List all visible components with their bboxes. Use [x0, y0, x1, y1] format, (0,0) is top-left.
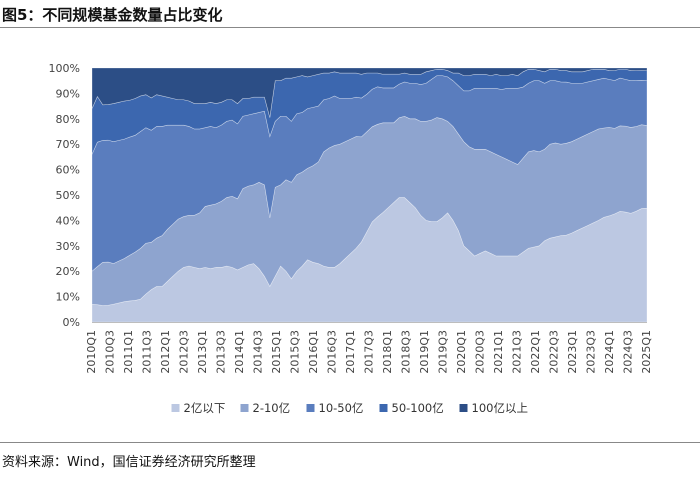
- legend-label-100: 100亿以上: [472, 401, 528, 415]
- legend-label-10-50: 10-50亿: [319, 401, 364, 415]
- title-divider: [0, 27, 700, 28]
- x-tick-label: 2016Q3: [326, 330, 339, 374]
- x-tick-label: 2018Q3: [400, 330, 413, 374]
- x-tick-label: 2019Q1: [418, 330, 431, 374]
- x-tick-label: 2021Q1: [492, 330, 505, 374]
- x-tick-label: 2018Q1: [381, 330, 394, 374]
- x-tick-label: 2024Q1: [603, 330, 616, 374]
- x-tick-label: 2013Q1: [196, 330, 209, 374]
- x-tick-label: 2012Q3: [178, 330, 191, 374]
- x-tick-label: 2015Q3: [289, 330, 302, 374]
- area-series-100: [91, 67, 648, 118]
- legend-swatch-50-100: [379, 404, 388, 412]
- x-tick-label: 2025Q1: [640, 330, 653, 374]
- y-tick-label: 100%: [49, 62, 80, 75]
- source-note: 资料来源：Wind，国信证券经济研究所整理: [2, 455, 256, 470]
- legend: 2亿以下 2-10亿 10-50亿 50-100亿 100亿以上: [171, 401, 528, 415]
- x-tick-label: 2017Q3: [363, 330, 376, 374]
- y-tick-label: 0%: [63, 316, 80, 329]
- footer-divider: [0, 442, 700, 443]
- x-tick-label: 2020Q1: [455, 330, 468, 374]
- x-tick-label: 2023Q3: [585, 330, 598, 374]
- y-tick-label: 20%: [56, 265, 80, 278]
- x-tick-label: 2010Q3: [104, 330, 117, 374]
- y-tick-label: 90%: [56, 87, 80, 100]
- x-tick-label: 2010Q1: [85, 330, 98, 374]
- legend-swatch-2-10: [240, 404, 249, 412]
- x-tick-label: 2023Q1: [566, 330, 579, 374]
- legend-swatch-2: [171, 404, 180, 412]
- y-axis: 0% 10% 20% 30% 40% 50% 60% 70% 80% 90% 100%: [49, 62, 80, 329]
- y-tick-label: 40%: [56, 214, 80, 227]
- x-tick-label: 2016Q1: [307, 330, 320, 374]
- legend-swatch-100: [459, 404, 468, 412]
- x-tick-label: 2017Q1: [344, 330, 357, 374]
- x-tick-label: 2021Q3: [511, 330, 524, 374]
- x-tick-label: 2022Q1: [529, 330, 542, 374]
- x-tick-label: 2011Q1: [122, 330, 135, 374]
- legend-label-50-100: 50-100亿: [392, 401, 444, 415]
- x-tick-label: 2013Q3: [215, 330, 228, 374]
- x-tick-label: 2012Q1: [159, 330, 172, 374]
- y-tick-label: 10%: [56, 291, 80, 304]
- y-tick-label: 70%: [56, 138, 80, 151]
- legend-swatch-10-50: [306, 404, 315, 412]
- x-tick-label: 2015Q1: [270, 330, 283, 374]
- x-tick-label: 2019Q3: [437, 330, 450, 374]
- x-tick-label: 2014Q3: [252, 330, 265, 374]
- legend-label-2-10: 2-10亿: [253, 401, 291, 415]
- x-tick-label: 2011Q3: [141, 330, 154, 374]
- x-tick-label: 2014Q1: [233, 330, 246, 374]
- x-tick-label: 2020Q3: [474, 330, 487, 374]
- y-tick-label: 60%: [56, 164, 80, 177]
- stacked-area-chart: 0% 10% 20% 30% 40% 50% 60% 70% 80% 90% 100% 2010Q1…: [49, 62, 653, 415]
- legend-label-2: 2亿以下: [184, 401, 226, 415]
- plot-area: [91, 67, 648, 323]
- x-axis: 2010Q1 2010Q3 2011Q1 2011Q3 2012Q1 2012Q3 2013…: [85, 330, 653, 374]
- y-tick-label: 50%: [56, 189, 80, 202]
- x-tick-label: 2024Q3: [622, 330, 635, 374]
- chart-title: 图5：不同规模基金数量占比变化: [2, 6, 223, 24]
- y-tick-label: 30%: [56, 240, 80, 253]
- x-tick-label: 2022Q3: [548, 330, 561, 374]
- y-tick-label: 80%: [56, 113, 80, 126]
